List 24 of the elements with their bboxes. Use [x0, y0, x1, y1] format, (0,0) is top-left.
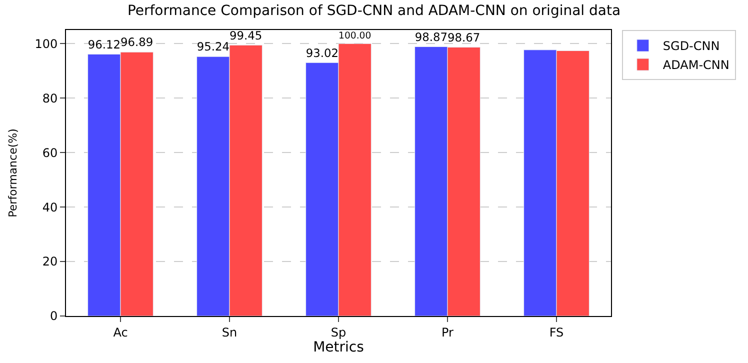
y-tick-label: 20: [42, 254, 58, 269]
data-label: 98.87: [414, 30, 448, 44]
y-tick-label: 100: [34, 36, 58, 51]
y-tick-label: 40: [42, 200, 58, 214]
y-tick-label: 0: [50, 309, 58, 324]
data-label: 96.89: [120, 35, 154, 50]
legend-label: SGD-CNN: [662, 39, 720, 54]
y-tick-label: 60: [42, 146, 58, 160]
y-axis-title: Performance(%): [6, 128, 20, 218]
x-tick-label: Sn: [222, 325, 238, 340]
y-tick-label: 80: [42, 91, 58, 106]
chart-title: Performance Comparison of SGD-CNN and ADAM-CNN on original data: [127, 3, 621, 20]
x-tick-label: FS: [549, 325, 564, 340]
data-label: 98.67: [448, 30, 480, 44]
x-tick-label: Ac: [113, 325, 128, 340]
data-label: 99.45: [230, 28, 262, 42]
data-label: 93.02: [306, 46, 338, 60]
legend-label: ADAM-CNN: [662, 58, 730, 72]
x-axis-title: Metrics: [313, 339, 364, 356]
x-tick-label: Pr: [442, 325, 454, 340]
data-label: 100.00: [338, 30, 372, 42]
data-label: 96.12: [88, 37, 120, 52]
data-label: 95.24: [196, 40, 230, 54]
x-tick-label: Sp: [330, 325, 346, 340]
